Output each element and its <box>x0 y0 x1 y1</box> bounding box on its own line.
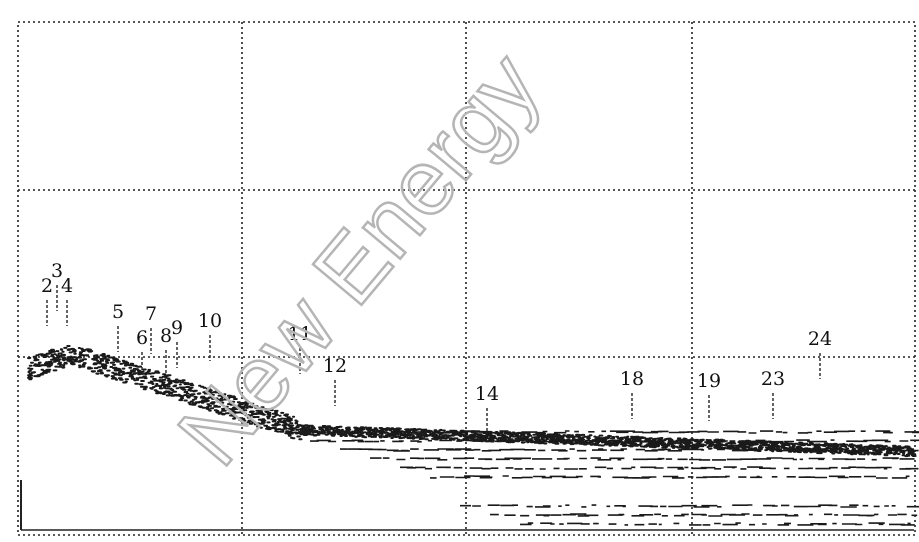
peak-label: 11 <box>288 323 312 345</box>
peak-label: 12 <box>323 355 347 377</box>
peak-label: 10 <box>198 310 222 332</box>
peak-label: 9 <box>171 317 183 339</box>
peak-label: 6 <box>136 327 148 349</box>
peak-label: 7 <box>145 303 157 325</box>
peak-label: 4 <box>61 275 73 297</box>
peak-label: 8 <box>160 325 172 347</box>
peak-label: 18 <box>620 368 644 390</box>
peak-label: 14 <box>475 383 499 405</box>
trace <box>27 345 917 458</box>
peak-label: 24 <box>808 328 832 350</box>
peak-label: 23 <box>761 368 785 390</box>
grid <box>18 22 915 535</box>
watermark: New Energy <box>159 35 559 484</box>
peak-label: 3 <box>51 260 63 282</box>
peak-label: 19 <box>697 370 721 392</box>
trace-streaks <box>280 430 919 526</box>
peak-label: 5 <box>112 301 124 323</box>
peak-label: 2 <box>41 275 53 297</box>
